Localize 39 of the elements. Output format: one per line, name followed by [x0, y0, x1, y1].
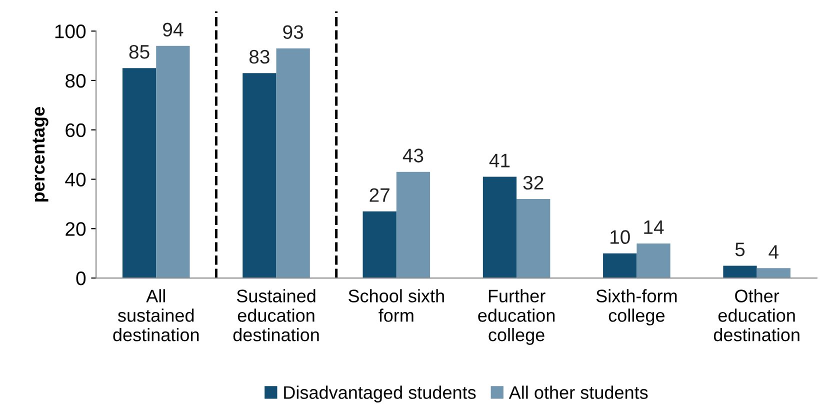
- y-tick-label: 60: [66, 123, 86, 138]
- legend-label: All other students: [508, 386, 648, 399]
- bar: [636, 243, 670, 278]
- data-label: 41: [489, 154, 510, 168]
- x-tick-label: Sustained education destination: [233, 289, 319, 342]
- data-label: 32: [523, 176, 544, 190]
- bar: [723, 266, 757, 278]
- data-label: 27: [370, 188, 390, 202]
- bar: [756, 268, 790, 278]
- bar: [276, 48, 310, 278]
- x-tick-label: Other education destination: [714, 289, 800, 342]
- y-tick-label: 40: [65, 172, 86, 186]
- data-label: 94: [163, 22, 184, 36]
- bar: [156, 46, 190, 278]
- y-tick-label: 20: [66, 222, 86, 236]
- y-tick-label: 0: [76, 272, 86, 286]
- data-label: 43: [402, 148, 424, 162]
- data-label: 93: [283, 25, 304, 39]
- bar: [122, 68, 156, 278]
- data-label: 14: [644, 220, 664, 234]
- y-tick-label: 100: [55, 24, 86, 38]
- data-label: 85: [129, 44, 150, 59]
- data-label: 5: [735, 242, 745, 256]
- bar: [516, 199, 550, 278]
- x-tick-label: Sixth-form college: [596, 289, 677, 326]
- x-tick-label: All sustained destination: [113, 289, 199, 342]
- bar: [603, 253, 637, 278]
- legend-label: Disadvantaged students: [284, 386, 476, 402]
- x-tick-label: School sixth form: [348, 289, 444, 322]
- bar: [396, 172, 430, 278]
- bar: [242, 73, 276, 278]
- x-tick-label: Further education college: [478, 289, 555, 345]
- bar: [362, 211, 396, 278]
- bar: [482, 176, 517, 278]
- data-label: 83: [249, 50, 270, 64]
- data-label: 4: [768, 245, 778, 259]
- data-label: 10: [610, 230, 630, 244]
- y-axis-title: percentage: [32, 107, 48, 202]
- y-tick-label: 80: [66, 74, 86, 88]
